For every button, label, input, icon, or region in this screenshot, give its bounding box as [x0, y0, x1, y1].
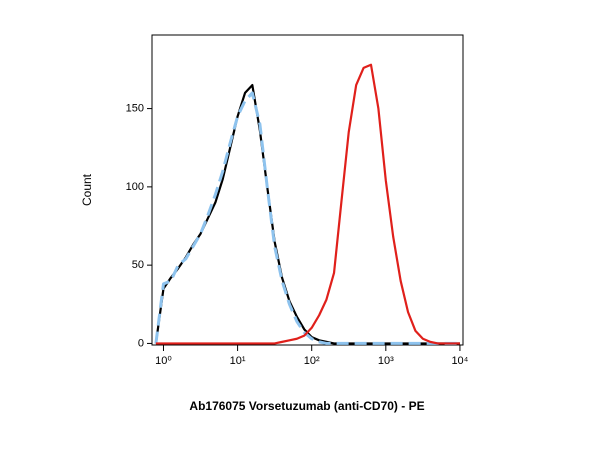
y-tick-label: 100 — [126, 181, 144, 193]
y-axis-title: Count — [80, 173, 94, 206]
histogram-line — [154, 84, 460, 345]
y-tick-label: 50 — [132, 259, 144, 271]
x-tick-label: 10⁴ — [451, 355, 468, 367]
histogram-line — [155, 63, 460, 345]
x-tick-label: 10¹ — [230, 355, 246, 367]
histogram-line — [154, 91, 460, 345]
x-tick-label: 10² — [304, 355, 320, 367]
x-tick-label: 10⁰ — [155, 355, 172, 367]
y-tick-label: 150 — [126, 102, 144, 114]
x-axis-title: Ab176075 Vorsetuzumab (anti-CD70) - PE — [189, 399, 424, 413]
plot-frame — [151, 34, 464, 346]
x-tick-label: 10³ — [378, 355, 394, 367]
y-tick-label: 0 — [138, 337, 144, 349]
